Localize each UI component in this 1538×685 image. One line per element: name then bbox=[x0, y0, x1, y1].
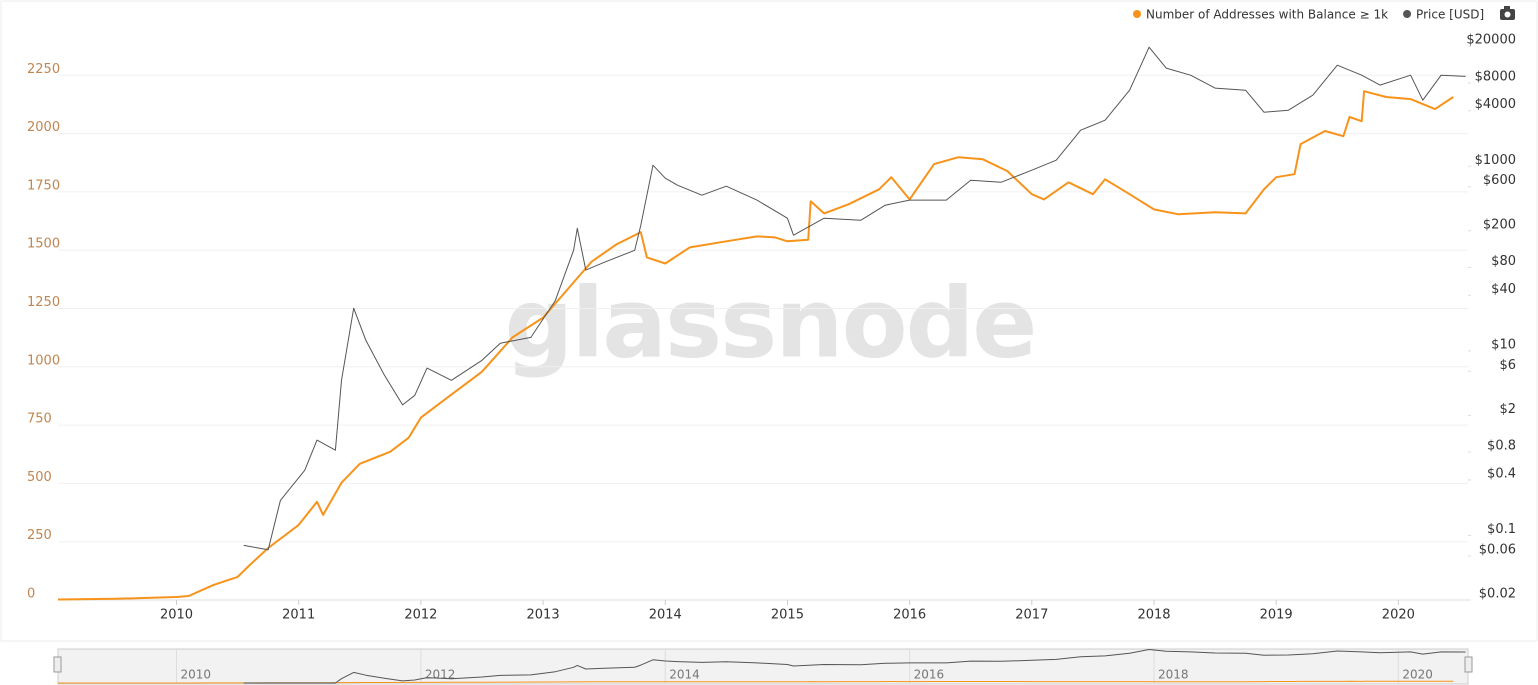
y-tick-label: 1000 bbox=[27, 353, 60, 368]
y-tick-label: 0 bbox=[27, 587, 35, 602]
x-tick-label: 2019 bbox=[1260, 608, 1293, 623]
x-tick-label: 2015 bbox=[771, 608, 804, 623]
navigator-line bbox=[243, 649, 1466, 684]
x-tick-label: 2010 bbox=[160, 608, 193, 623]
series-line bbox=[243, 46, 1466, 551]
y2-tick-label: $80 bbox=[1491, 254, 1516, 269]
y-tick-label: 500 bbox=[27, 470, 52, 485]
y2-tick-label: $0.4 bbox=[1487, 466, 1516, 481]
navigator-tick-label: 2016 bbox=[914, 668, 945, 682]
y2-tick-label: $0.06 bbox=[1479, 542, 1516, 557]
y2-tick-label: $20000 bbox=[1466, 33, 1516, 48]
x-tick-label: 2018 bbox=[1137, 608, 1170, 623]
y2-tick-label: $0.8 bbox=[1487, 439, 1516, 454]
y2-tick-label: $1000 bbox=[1475, 153, 1516, 168]
y2-tick-label: $10 bbox=[1491, 337, 1516, 352]
navigator-handle[interactable] bbox=[53, 656, 62, 673]
y2-tick-label: $8000 bbox=[1475, 69, 1516, 84]
x-tick-label: 2011 bbox=[282, 608, 315, 623]
y-tick-label: 1500 bbox=[27, 237, 60, 252]
x-tick-label: 2017 bbox=[1015, 608, 1048, 623]
y-tick-label: 1750 bbox=[27, 178, 60, 193]
y-tick-label: 2250 bbox=[27, 62, 60, 77]
y2-tick-label: $40 bbox=[1491, 282, 1516, 297]
x-tick-label: 2012 bbox=[404, 608, 437, 623]
navigator-tick-label: 2020 bbox=[1402, 668, 1433, 682]
y2-tick-label: $2 bbox=[1499, 402, 1516, 417]
legend-label[interactable]: Price [USD] bbox=[1416, 8, 1484, 22]
y-tick-label: 2000 bbox=[27, 120, 60, 135]
navigator-handle[interactable] bbox=[1464, 656, 1473, 673]
y-tick-label: 250 bbox=[27, 528, 52, 543]
legend-marker bbox=[1403, 10, 1412, 18]
navigator-tick-label: 2012 bbox=[425, 668, 456, 682]
x-tick-label: 2016 bbox=[893, 608, 926, 623]
navigator-tick-label: 2010 bbox=[181, 668, 212, 682]
x-tick-label: 2014 bbox=[649, 608, 682, 623]
frame bbox=[0, 0, 1538, 642]
y2-tick-label: $6 bbox=[1499, 358, 1516, 373]
x-tick-label: 2020 bbox=[1382, 608, 1415, 623]
navigator-tick-label: 2014 bbox=[669, 668, 700, 682]
y2-tick-label: $200 bbox=[1483, 217, 1516, 232]
y-tick-label: 1250 bbox=[27, 295, 60, 310]
x-tick-label: 2013 bbox=[527, 608, 560, 623]
navigator-tick-label: 2018 bbox=[1158, 668, 1189, 682]
y2-tick-label: $0.02 bbox=[1479, 587, 1516, 602]
y-tick-label: 750 bbox=[27, 412, 52, 427]
y2-tick-label: $4000 bbox=[1475, 97, 1516, 112]
legend-label[interactable]: Number of Addresses with Balance ≥ 1k bbox=[1146, 8, 1388, 22]
y2-tick-label: $0.1 bbox=[1487, 522, 1516, 537]
legend-marker bbox=[1133, 10, 1141, 18]
watermark: glassnode bbox=[505, 267, 1036, 379]
y2-tick-label: $600 bbox=[1483, 173, 1516, 188]
series-line bbox=[57, 90, 1454, 601]
camera-icon[interactable] bbox=[1500, 6, 1515, 20]
navigator[interactable] bbox=[57, 648, 1469, 685]
